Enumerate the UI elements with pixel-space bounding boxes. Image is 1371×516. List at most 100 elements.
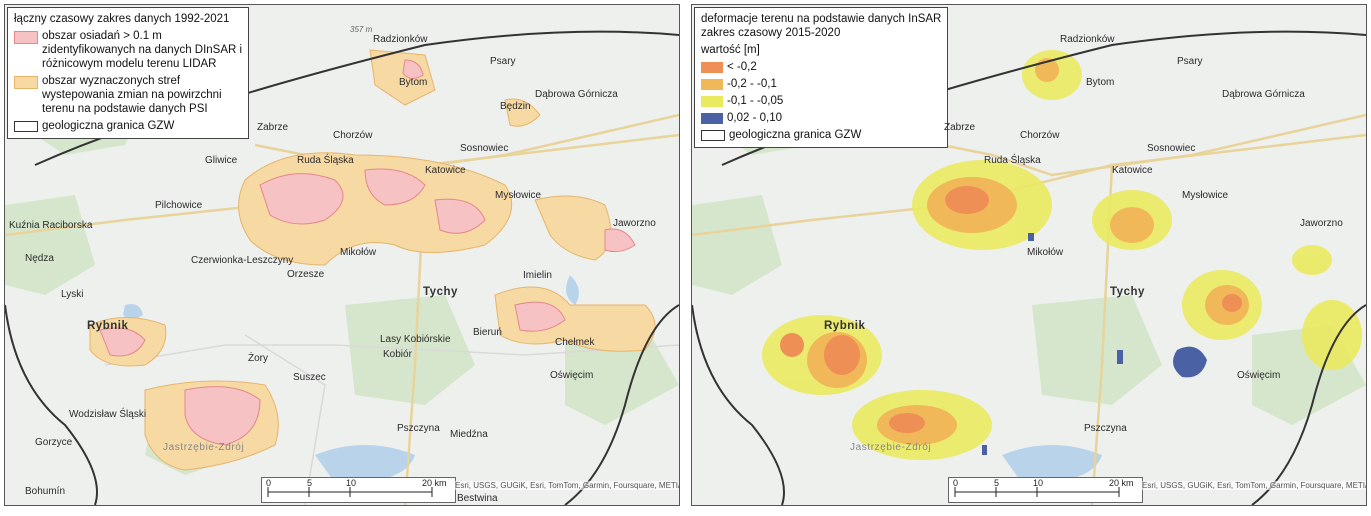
town-label: Suszec	[293, 372, 326, 383]
legend-label: < -0,2	[727, 61, 757, 73]
town-label: Bestwina	[457, 493, 498, 504]
town-label: Nędza	[25, 253, 54, 264]
town-label: Sosnowiec	[460, 143, 509, 154]
town-label: Kobiór	[383, 349, 412, 360]
town-label: Bohumín	[25, 486, 66, 497]
insar-subsidence	[604, 228, 636, 253]
scale-tick: 20 km	[422, 478, 447, 488]
legend-label: 0,02 - 0,10	[727, 112, 782, 124]
map-attribution: Esri, USGS, GUGiK, Esri, TomTom, Garmin,…	[455, 481, 679, 490]
legend-label: geologiczna granica GZW	[729, 129, 862, 141]
town-label: Chełmek	[555, 337, 595, 348]
legend-swatch	[701, 113, 723, 124]
legend-item-insar: obszar osiadań > 0.1 m zidentyfikowanych…	[14, 29, 242, 71]
legend-title: łączny czasowy zakres danych 1992-2021	[14, 13, 230, 25]
town-label: Żory	[248, 353, 268, 364]
basemap	[5, 5, 679, 505]
insar-subsidence	[434, 198, 486, 234]
town-label: Imielin	[523, 270, 552, 281]
scale-tick: 0	[953, 478, 959, 488]
insar-subsidence	[259, 173, 344, 225]
deformation-class-1	[945, 186, 989, 214]
town-label: Lasy Kobiórskie	[380, 334, 451, 345]
elevation-label: 357 m	[350, 25, 373, 34]
scale-bar: 0 5 10 20 km	[261, 477, 456, 503]
town-label: Ruda Śląska	[297, 155, 354, 166]
town-label: Dąbrowa Górnicza	[535, 89, 618, 100]
town-label: Katowice	[425, 165, 466, 176]
uplift-area	[1117, 350, 1123, 364]
legend-swatch	[14, 121, 38, 132]
basemap	[692, 5, 1366, 505]
town-label: Sosnowiec	[1147, 143, 1196, 154]
town-label: Chorzów	[1020, 130, 1060, 141]
town-label: Rybnik	[87, 320, 129, 332]
legend-swatch	[701, 79, 723, 90]
town-label: Pilchowice	[155, 200, 203, 211]
town-label: Zabrze	[257, 122, 289, 133]
deformation-class-1	[824, 335, 860, 375]
map-panel-left[interactable]: łączny czasowy zakres danych 1992-2021 o…	[4, 4, 680, 506]
legend-label: obszar osiadań > 0.1 m zidentyfikowanych…	[42, 30, 243, 70]
deformation-class-1	[889, 413, 925, 433]
town-label: Radzionków	[1060, 34, 1115, 45]
legend-swatch	[701, 62, 723, 73]
town-label: Tychy	[1110, 286, 1145, 298]
scale-tick: 5	[307, 478, 313, 488]
psi-zone	[504, 98, 541, 127]
deformation-class-2	[1110, 207, 1154, 243]
legend-label: obszar wyznaczonych stref wystepowania z…	[42, 75, 222, 115]
scale-bar-graphic	[954, 487, 1120, 497]
map-legend: deformacje terenu na podstawie danych In…	[694, 7, 949, 148]
scale-tick: 5	[994, 478, 1000, 488]
legend-value-header: wartość [m]	[701, 44, 760, 56]
water-body	[566, 275, 579, 305]
town-label: Radzionków	[373, 34, 428, 45]
deformation-class-3	[1292, 245, 1332, 275]
legend-label: -0,2 - -0,1	[727, 78, 777, 90]
map-legend: łączny czasowy zakres danych 1992-2021 o…	[7, 7, 250, 139]
legend-item-boundary: geologiczna granica GZW	[701, 128, 941, 142]
water-body	[315, 445, 415, 484]
town-label: Wodzisław Śląski	[69, 409, 147, 420]
uplift-area	[1028, 233, 1034, 241]
scale-tick: 10	[346, 478, 357, 488]
town-label: Jastrzębie-Zdrój	[163, 442, 245, 453]
legend-class-1: < -0,2	[701, 60, 941, 74]
legend-item-psi: obszar wyznaczonych stref wystepowania z…	[14, 74, 242, 116]
insar-subsidence	[514, 301, 566, 332]
town-label: Katowice	[1112, 165, 1153, 176]
legend-class-2: -0,2 - -0,1	[701, 77, 941, 91]
psi-zone	[369, 49, 436, 106]
forest-area	[5, 195, 95, 295]
map-panel-right[interactable]: deformacje terenu na podstawie danych In…	[691, 4, 1367, 506]
town-label: Tychy	[423, 286, 458, 298]
deformation-class-1	[780, 333, 804, 357]
map-attribution: Esri, USGS, GUGiK, Esri, TomTom, Garmin,…	[1142, 481, 1366, 490]
legend-title: deformacje terenu na podstawie danych In…	[701, 13, 942, 39]
uplift-area	[982, 445, 987, 455]
town-label: Bytom	[399, 77, 428, 88]
uplift-area	[1173, 346, 1207, 378]
water-body	[123, 304, 143, 319]
road	[941, 113, 1366, 177]
town-label: Będzin	[500, 101, 531, 112]
forest-area	[345, 295, 475, 405]
town-label: Dąbrowa Górnicza	[1222, 89, 1305, 100]
legend-swatch	[14, 76, 38, 89]
deformation-class-3	[1302, 300, 1362, 370]
town-label: Jaworzno	[1300, 218, 1343, 229]
insar-subsidence	[364, 168, 426, 206]
town-label: Rybnik	[824, 320, 866, 332]
town-label: Jastrzębie-Zdrój	[850, 442, 932, 453]
insar-subsidence	[402, 59, 424, 79]
town-label: Jaworzno	[613, 218, 656, 229]
legend-class-3: -0,1 - -0,05	[701, 94, 941, 108]
forest-area	[692, 195, 782, 295]
town-label: Kuźnia Raciborska	[9, 220, 93, 231]
town-label: Mysłowice	[495, 190, 542, 201]
legend-item-boundary: geologiczna granica GZW	[14, 119, 242, 133]
legend-label: -0,1 - -0,05	[727, 95, 784, 107]
legend-swatch	[14, 31, 38, 44]
town-label: Zabrze	[944, 122, 976, 133]
